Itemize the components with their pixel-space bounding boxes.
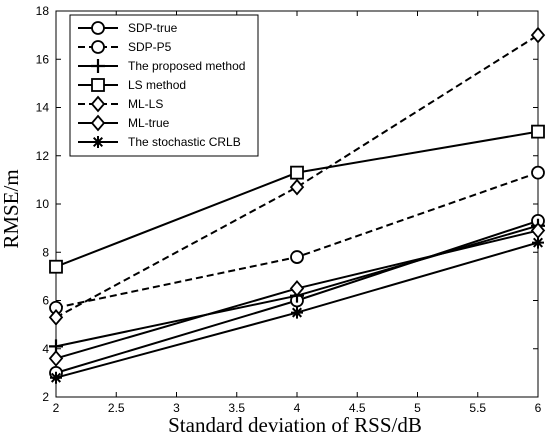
series-sdp-p5: [49, 165, 545, 315]
legend: SDP-true SDP-P5 The proposed method LS meth…: [69, 14, 259, 157]
data-point-diamond: [289, 178, 305, 196]
legend-label: The stochastic CRLB: [128, 135, 241, 149]
y-tick-label: 4: [42, 342, 49, 356]
y-tick-label: 2: [42, 390, 49, 404]
legend-item: ML-LS: [78, 95, 163, 113]
data-point-diamond: [289, 280, 305, 297]
x-tick-label: 5.5: [469, 401, 486, 415]
legend-label: SDP-P5: [128, 40, 172, 54]
legend-marker-diamond: [90, 95, 106, 113]
legend-marker-circle: [91, 40, 105, 54]
legend-label: ML-true: [128, 116, 170, 130]
legend-item: ML-true: [78, 114, 170, 132]
y-tick-label: 12: [36, 149, 50, 163]
x-tick-label: 3.5: [228, 401, 245, 415]
data-point-circle: [290, 250, 304, 264]
x-axis-label: Standard deviation of RSS/dB: [168, 413, 422, 437]
legend-item: The stochastic CRLB: [78, 135, 241, 149]
x-tick-label: 4.5: [349, 401, 366, 415]
series-ml-ls: [48, 26, 546, 326]
data-point-square: [290, 165, 304, 180]
data-point-circle: [531, 165, 545, 180]
series-ls-method: [49, 124, 545, 274]
data-point-diamond: [48, 309, 64, 326]
legend-item: The proposed method: [78, 59, 245, 73]
legend-marker-circle: [91, 21, 105, 35]
legend-item: SDP-true: [78, 21, 178, 35]
y-tick-label: 16: [36, 52, 50, 66]
x-tick-label: 2.5: [108, 401, 125, 415]
series-layer: [48, 26, 546, 384]
y-tick-label: 18: [36, 4, 50, 18]
legend-marker-asterisk: [92, 136, 104, 148]
x-tick-label: 6: [535, 401, 542, 415]
data-point-square: [49, 259, 63, 274]
x-tick-label: 5: [414, 401, 421, 415]
legend-label: ML-LS: [128, 97, 163, 111]
legend-label: LS method: [128, 78, 186, 92]
y-tick-label: 10: [36, 197, 50, 211]
y-axis-label: RMSE/m: [0, 169, 23, 248]
data-point-diamond: [530, 26, 546, 44]
x-tick-label: 4: [294, 401, 301, 415]
legend-item: SDP-P5: [78, 40, 172, 54]
y-tick-label: 6: [42, 294, 49, 308]
axis-ticks: 2 2.5 3 3.5 4 4.5 5 5.5 6 2 4 6 8 10 12 14 16 18: [36, 4, 542, 415]
data-point-asterisk: [532, 236, 544, 249]
series-the-stochastic-crlb: [50, 236, 544, 384]
x-tick-label: 2: [53, 401, 60, 415]
series-ml-true: [48, 222, 546, 367]
data-point-asterisk: [50, 371, 62, 384]
legend-marker-plus: [91, 59, 105, 73]
data-point-asterisk: [291, 306, 303, 319]
legend-label: SDP-true: [128, 21, 178, 35]
y-tick-label: 8: [42, 245, 49, 259]
data-point-diamond: [48, 350, 64, 367]
y-tick-label: 14: [36, 101, 50, 115]
legend-item: LS method: [78, 78, 186, 92]
legend-marker-diamond: [90, 114, 106, 132]
data-point-square: [531, 124, 545, 139]
legend-label: The proposed method: [128, 59, 245, 73]
series-line: [55, 34, 539, 319]
x-tick-label: 3: [173, 401, 180, 415]
legend-marker-square: [91, 78, 105, 92]
